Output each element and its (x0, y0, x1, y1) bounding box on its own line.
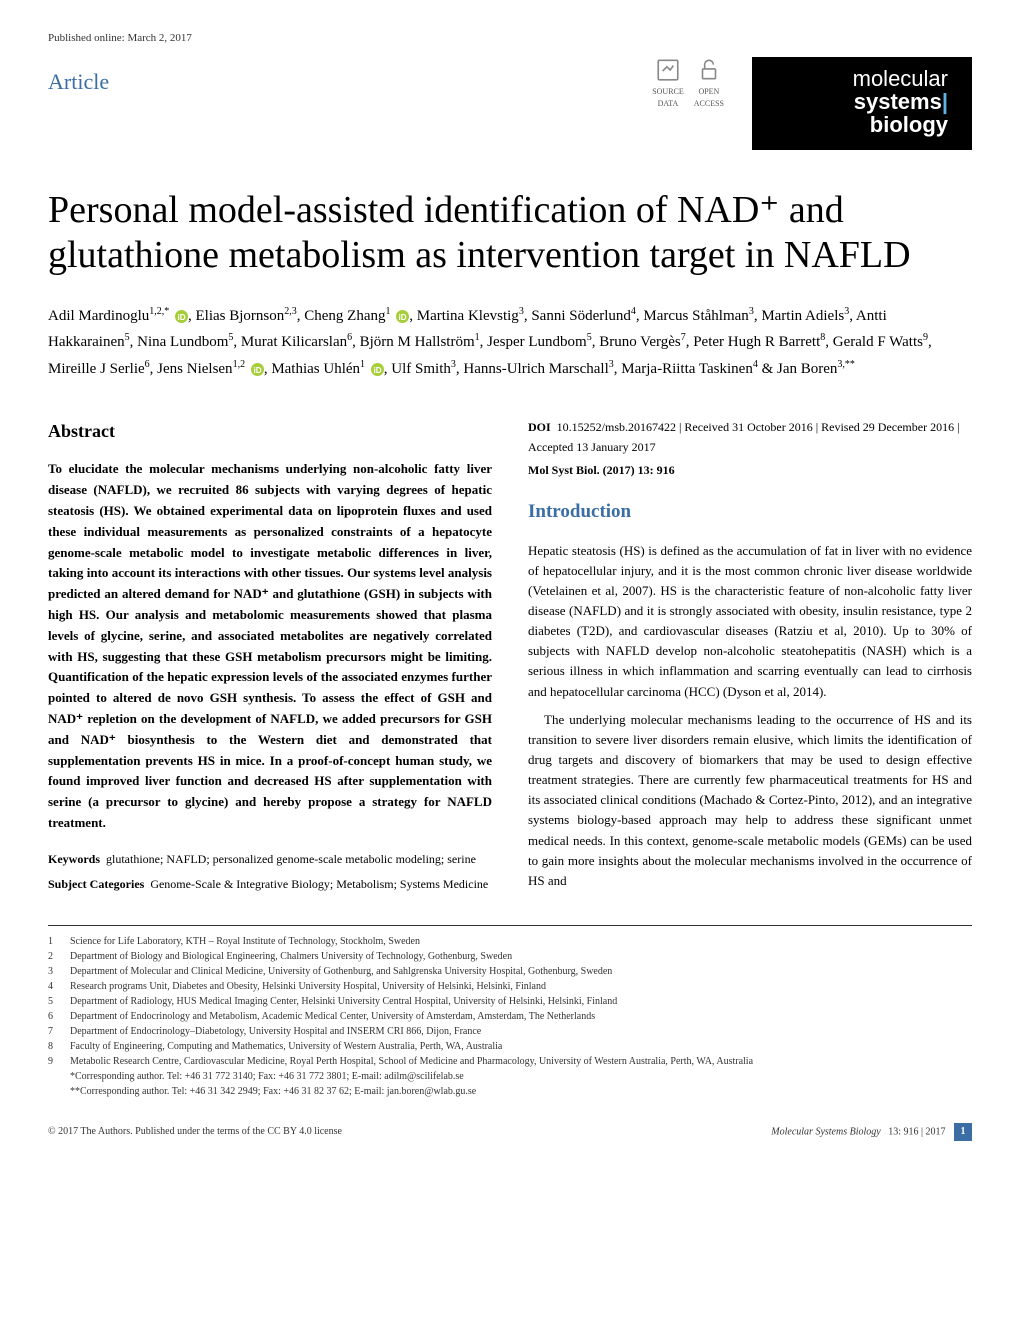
affiliation-row: 5 Department of Radiology, HUS Medical Im… (48, 994, 972, 1009)
keywords-value: glutathione; NAFLD; personalized genome-… (106, 852, 476, 866)
affiliation-row: 2 Department of Biology and Biological En… (48, 949, 972, 964)
article-type-label: Article (48, 65, 109, 98)
affiliation-number: 2 (48, 949, 62, 964)
svg-text:iD: iD (177, 313, 185, 322)
page-footer: © 2017 The Authors. Published under the … (48, 1123, 972, 1141)
affiliation-text: Faculty of Engineering, Computing and Ma… (70, 1039, 502, 1054)
subject-categories-label: Subject Categories (48, 877, 144, 891)
affiliation-number: 9 (48, 1054, 62, 1069)
journal-reference: Mol Syst Biol. (2017) 13: 916 (528, 461, 972, 480)
left-column: Abstract To elucidate the molecular mech… (48, 418, 492, 898)
affiliation-text: Department of Biology and Biological Eng… (70, 949, 512, 964)
keywords-label: Keywords (48, 852, 100, 866)
doi-label: DOI (528, 420, 551, 434)
introduction-heading: Introduction (528, 498, 972, 527)
source-data-badge[interactable]: SOURCE DATA (652, 57, 684, 110)
affiliation-row: 9 Metabolic Research Centre, Cardiovascul… (48, 1054, 972, 1069)
source-data-icon (655, 57, 681, 83)
right-column: DOI 10.15252/msb.20167422 | Received 31 … (528, 418, 972, 898)
intro-p2: The underlying molecular mechanisms lead… (528, 710, 972, 891)
header-badges: SOURCE DATA OPEN ACCESS molecular system… (652, 57, 972, 150)
doi-block: DOI 10.15252/msb.20167422 | Received 31 … (528, 418, 972, 480)
source-data-label: SOURCE DATA (652, 86, 684, 110)
affiliation-text: Science for Life Laboratory, KTH – Royal… (70, 934, 420, 949)
affiliation-row: 7 Department of Endocrinology–Diabetology… (48, 1024, 972, 1039)
keywords-block: Keywords glutathione; NAFLD; personalize… (48, 850, 492, 869)
published-online: Published online: March 2, 2017 (48, 30, 972, 47)
footer-right: Molecular Systems Biology 13: 916 | 2017… (771, 1123, 972, 1141)
svg-text:iD: iD (253, 366, 261, 375)
subject-categories-value: Genome-Scale & Integrative Biology; Meta… (150, 877, 488, 891)
affiliation-row: 6 Department of Endocrinology and Metabol… (48, 1009, 972, 1024)
corresponding-2: **Corresponding author. Tel: +46 31 342 … (48, 1084, 972, 1099)
affiliation-number: 4 (48, 979, 62, 994)
affiliation-number: 1 (48, 934, 62, 949)
affiliation-text: Department of Molecular and Clinical Med… (70, 964, 612, 979)
affiliations: 1 Science for Life Laboratory, KTH – Roya… (48, 925, 972, 1099)
author-list: Adil Mardinoglu1,2,* iD, Elias Bjornson2… (48, 303, 972, 383)
footer-journal: Molecular Systems Biology (771, 1126, 880, 1137)
doi[interactable]: 10.15252/msb.20167422 (557, 420, 676, 434)
footer-issue-text: 13: 916 | 2017 (888, 1126, 945, 1137)
affiliation-text: Metabolic Research Centre, Cardiovascula… (70, 1054, 753, 1069)
abstract-text: To elucidate the molecular mechanisms un… (48, 459, 492, 833)
affiliation-text: Department of Endocrinology and Metaboli… (70, 1009, 595, 1024)
svg-text:iD: iD (373, 366, 381, 375)
affiliation-row: 8 Faculty of Engineering, Computing and M… (48, 1039, 972, 1054)
affiliation-number: 3 (48, 964, 62, 979)
journal-line3: biology (776, 113, 948, 136)
svg-text:iD: iD (399, 313, 407, 322)
header: Article SOURCE DATA OPEN ACCESS molecula… (48, 57, 972, 150)
orcid-icon[interactable]: iD (175, 310, 188, 323)
open-access-badge[interactable]: OPEN ACCESS (694, 57, 724, 110)
intro-p1: Hepatic steatosis (HS) is defined as the… (528, 541, 972, 702)
journal-line1: molecular (776, 67, 948, 90)
abstract-heading: Abstract (48, 418, 492, 445)
affiliation-row: 3 Department of Molecular and Clinical Me… (48, 964, 972, 979)
orcid-icon[interactable]: iD (371, 363, 384, 376)
subject-categories-block: Subject Categories Genome-Scale & Integr… (48, 875, 492, 894)
affiliation-number: 5 (48, 994, 62, 1009)
affiliation-number: 7 (48, 1024, 62, 1039)
journal-line2-bar: | (942, 89, 948, 114)
affiliation-number: 8 (48, 1039, 62, 1054)
journal-brand: molecular systems| biology (752, 57, 972, 150)
orcid-icon[interactable]: iD (251, 363, 264, 376)
orcid-icon[interactable]: iD (396, 310, 409, 323)
affiliation-row: 1 Science for Life Laboratory, KTH – Roya… (48, 934, 972, 949)
open-access-icon (696, 57, 722, 83)
journal-line2a: systems (854, 89, 942, 114)
article-title: Personal model-assisted identification o… (48, 188, 972, 279)
open-access-label: OPEN ACCESS (694, 86, 724, 110)
copyright: © 2017 The Authors. Published under the … (48, 1124, 342, 1139)
page-number: 1 (954, 1123, 972, 1141)
affiliation-row: 4 Research programs Unit, Diabetes and Ob… (48, 979, 972, 994)
corresponding-1: *Corresponding author. Tel: +46 31 772 3… (48, 1069, 972, 1084)
affiliation-text: Research programs Unit, Diabetes and Obe… (70, 979, 546, 994)
introduction-body: Hepatic steatosis (HS) is defined as the… (528, 541, 972, 891)
affiliation-text: Department of Radiology, HUS Medical Ima… (70, 994, 617, 1009)
affiliation-text: Department of Endocrinology–Diabetology,… (70, 1024, 481, 1039)
affiliation-number: 6 (48, 1009, 62, 1024)
